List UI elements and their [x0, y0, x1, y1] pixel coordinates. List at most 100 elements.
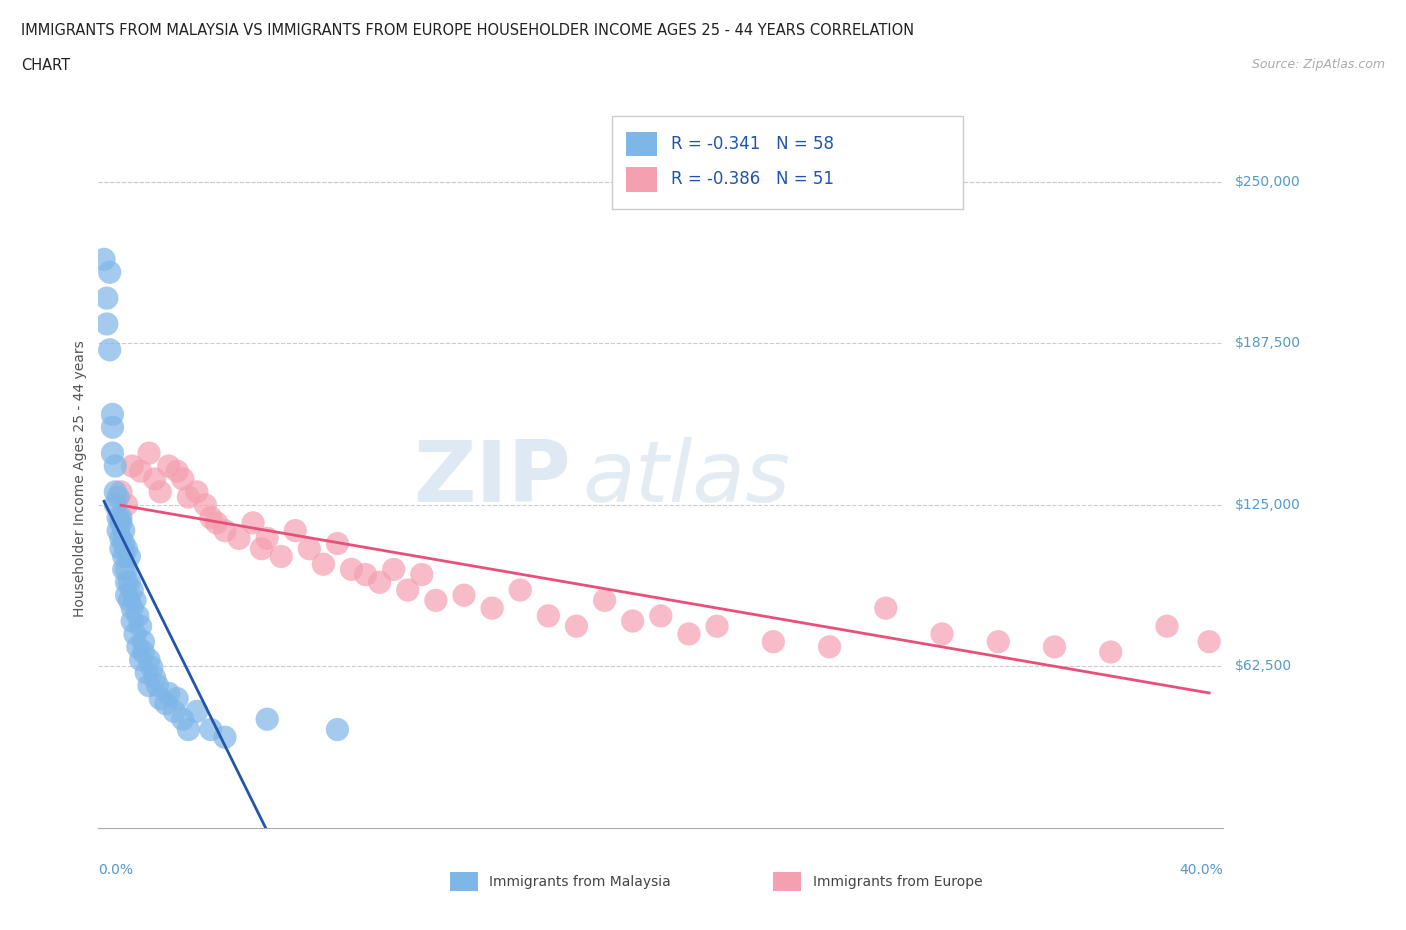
Point [115, 541, 138, 556]
Point [481, 601, 503, 616]
Point [284, 524, 307, 538]
Point [107, 511, 129, 525]
Point [228, 531, 250, 546]
Point [96, 291, 118, 306]
Point [127, 608, 149, 623]
Point [987, 634, 1010, 649]
Point [762, 634, 785, 649]
Point [110, 515, 132, 530]
Text: ZIP: ZIP [413, 437, 571, 521]
Text: IMMIGRANTS FROM MALAYSIA VS IMMIGRANTS FROM EUROPE HOUSEHOLDER INCOME AGES 25 - : IMMIGRANTS FROM MALAYSIA VS IMMIGRANTS F… [21, 23, 914, 38]
Point [256, 531, 278, 546]
Point [396, 582, 419, 597]
Point [110, 485, 132, 499]
Point [172, 711, 194, 726]
Point [157, 458, 180, 473]
Point [115, 562, 138, 577]
Point [256, 711, 278, 726]
Point [1156, 618, 1178, 633]
Point [706, 618, 728, 633]
Point [818, 640, 841, 655]
Point [96, 316, 118, 331]
Point [166, 464, 188, 479]
Point [205, 515, 228, 530]
Point [425, 593, 447, 608]
Point [143, 671, 166, 685]
Point [107, 524, 129, 538]
Point [121, 582, 143, 597]
Point [149, 485, 172, 499]
Point [157, 686, 180, 701]
Y-axis label: Householder Income Ages 25 - 44 years: Householder Income Ages 25 - 44 years [73, 340, 87, 618]
Point [200, 722, 222, 737]
Point [1099, 644, 1122, 659]
Point [537, 608, 560, 623]
Point [132, 644, 155, 659]
Point [678, 627, 700, 642]
Point [121, 614, 143, 629]
Point [112, 536, 135, 551]
Point [115, 588, 138, 603]
Text: Source: ZipAtlas.com: Source: ZipAtlas.com [1251, 58, 1385, 71]
Point [101, 419, 124, 434]
Point [177, 722, 200, 737]
Point [155, 697, 177, 711]
Point [112, 524, 135, 538]
Text: $250,000: $250,000 [1234, 175, 1301, 189]
Point [931, 627, 953, 642]
Point [565, 618, 588, 633]
Point [118, 575, 141, 590]
Point [214, 730, 236, 745]
Point [214, 524, 236, 538]
Point [138, 678, 160, 693]
Point [298, 541, 321, 556]
Point [621, 614, 644, 629]
Text: Immigrants from Europe: Immigrants from Europe [813, 874, 983, 889]
Point [138, 445, 160, 460]
Point [118, 593, 141, 608]
Point [650, 608, 672, 623]
Point [593, 593, 616, 608]
Point [110, 541, 132, 556]
Point [200, 511, 222, 525]
Point [104, 458, 127, 473]
Point [312, 557, 335, 572]
Text: 40.0%: 40.0% [1180, 862, 1223, 877]
Point [1198, 634, 1220, 649]
Point [104, 498, 127, 512]
Point [250, 541, 273, 556]
Point [875, 601, 897, 616]
Point [101, 407, 124, 422]
Text: 0.0%: 0.0% [98, 862, 134, 877]
Point [509, 582, 531, 597]
Text: atlas: atlas [582, 437, 790, 521]
Point [354, 567, 377, 582]
Point [166, 691, 188, 706]
Point [138, 652, 160, 667]
Point [326, 722, 349, 737]
Point [340, 562, 363, 577]
Point [382, 562, 405, 577]
Point [143, 472, 166, 486]
Point [1043, 640, 1066, 655]
Point [121, 601, 143, 616]
Point [132, 634, 155, 649]
Point [186, 485, 208, 499]
Point [129, 652, 152, 667]
Point [141, 660, 163, 675]
Point [149, 691, 172, 706]
Text: CHART: CHART [21, 58, 70, 73]
Point [453, 588, 475, 603]
Point [326, 536, 349, 551]
Point [129, 618, 152, 633]
Point [411, 567, 433, 582]
Point [121, 458, 143, 473]
Point [194, 498, 217, 512]
Point [112, 562, 135, 577]
Point [129, 464, 152, 479]
Text: Immigrants from Malaysia: Immigrants from Malaysia [489, 874, 671, 889]
Point [186, 704, 208, 719]
Point [112, 549, 135, 564]
Point [107, 489, 129, 504]
Point [98, 342, 121, 357]
